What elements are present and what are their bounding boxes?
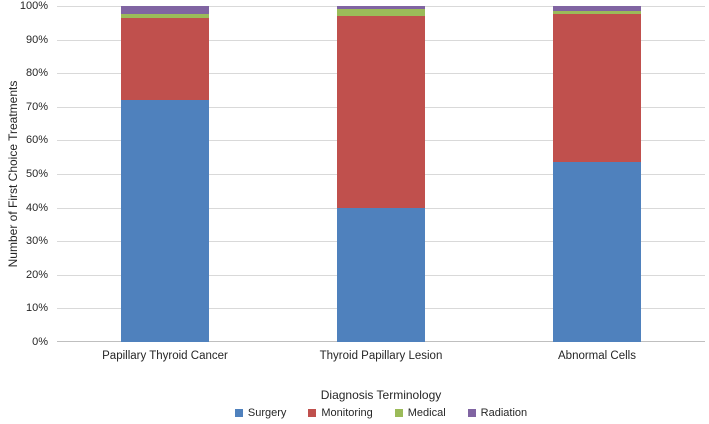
legend-item-radiation: Radiation bbox=[467, 407, 528, 419]
bar-segment-papillary-thyroid-cancer-medical bbox=[121, 14, 209, 18]
plot-area bbox=[57, 6, 705, 342]
y-tick-label-50pct: 50% bbox=[25, 168, 48, 180]
bar-segment-abnormal-cells-monitoring bbox=[553, 14, 641, 163]
bar-segment-thyroid-papillary-lesion-monitoring bbox=[337, 16, 425, 208]
bar-segment-thyroid-papillary-lesion-radiation bbox=[337, 6, 425, 10]
bar-segment-papillary-thyroid-cancer-radiation bbox=[121, 6, 209, 15]
bar-segment-abnormal-cells-radiation bbox=[553, 6, 641, 12]
legend-swatch-radiation bbox=[467, 409, 476, 417]
chart-legend: Surgery Monitoring Medical Radiation bbox=[57, 407, 705, 419]
y-tick-label-60pct: 60% bbox=[25, 134, 48, 146]
y-tick-label-0pct: 0% bbox=[32, 336, 48, 348]
bar-segment-abnormal-cells-medical bbox=[553, 11, 641, 15]
legend-swatch-monitoring bbox=[308, 409, 317, 417]
y-tick-label-20pct: 20% bbox=[25, 269, 48, 281]
y-tick-label-100pct: 100% bbox=[19, 0, 48, 12]
y-tick-label-30pct: 30% bbox=[25, 235, 48, 247]
bar-thyroid-papillary-lesion bbox=[337, 6, 425, 342]
bar-segment-thyroid-papillary-lesion-medical bbox=[337, 9, 425, 17]
y-tick-label-90pct: 90% bbox=[25, 34, 48, 46]
bar-papillary-thyroid-cancer bbox=[121, 6, 209, 342]
y-tick-label-40pct: 40% bbox=[25, 202, 48, 214]
y-tick-label-10pct: 10% bbox=[25, 302, 48, 314]
x-category-label-abnormal-cells: Abnormal Cells bbox=[558, 350, 636, 362]
x-axis-title: Diagnosis Terminology bbox=[320, 388, 442, 402]
x-axis-category-labels: Papillary Thyroid Cancer Thyroid Papillar… bbox=[57, 349, 705, 364]
y-tick-label-80pct: 80% bbox=[25, 67, 48, 79]
legend-label-radiation: Radiation bbox=[480, 407, 528, 419]
bar-abnormal-cells bbox=[553, 6, 641, 342]
y-tick-label-70pct: 70% bbox=[25, 101, 48, 113]
legend-item-medical: Medical bbox=[394, 407, 446, 419]
legend-item-monitoring: Monitoring bbox=[308, 407, 373, 419]
legend-item-surgery: Surgery bbox=[234, 407, 287, 419]
bar-segment-papillary-thyroid-cancer-monitoring bbox=[121, 17, 209, 101]
bar-segment-thyroid-papillary-lesion-surgery bbox=[337, 207, 425, 342]
bar-segment-abnormal-cells-surgery bbox=[553, 162, 641, 342]
legend-swatch-surgery bbox=[234, 409, 243, 417]
legend-label-surgery: Surgery bbox=[247, 407, 287, 419]
x-category-label-thyroid-papillary-lesion: Thyroid Papillary Lesion bbox=[319, 350, 443, 362]
y-axis-tick-labels: 0% 10% 20% 30% 40% 50% 60% 70% 80% 90% 100% bbox=[0, 0, 51, 348]
legend-label-medical: Medical bbox=[407, 407, 446, 419]
legend-swatch-medical bbox=[394, 409, 403, 417]
x-category-label-papillary-thyroid-cancer: Papillary Thyroid Cancer bbox=[102, 350, 228, 362]
bar-segment-papillary-thyroid-cancer-surgery bbox=[121, 100, 209, 342]
legend-label-monitoring: Monitoring bbox=[321, 407, 373, 419]
